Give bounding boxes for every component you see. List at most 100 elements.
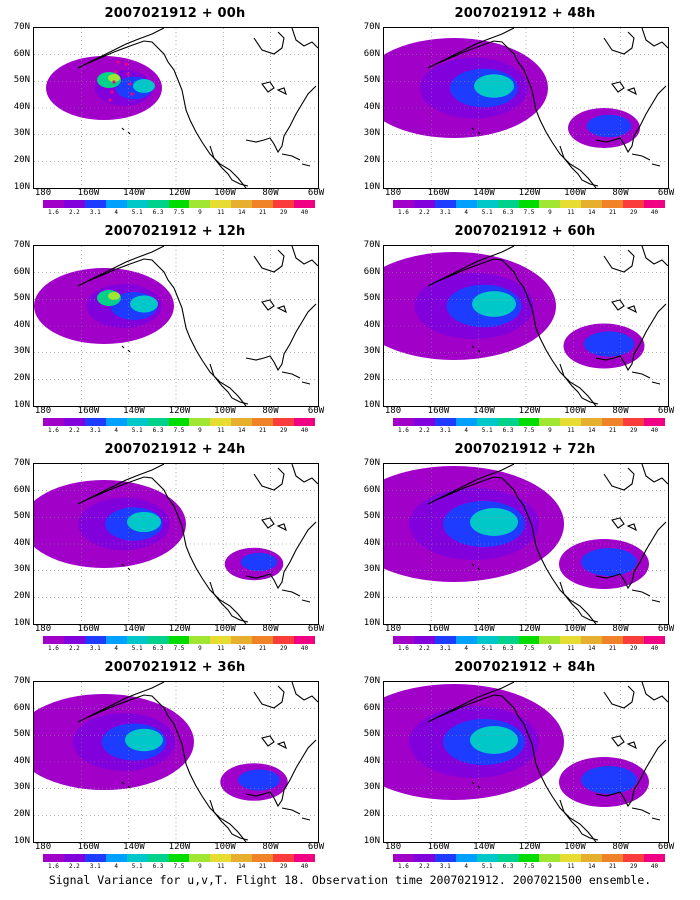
latitude-label: 20N (13, 809, 30, 819)
colorbar-label: 11 (567, 427, 575, 434)
colorbar-label: 6.3 (502, 427, 514, 434)
variance-contour (127, 511, 161, 533)
colorbar-swatch (231, 418, 253, 426)
colorbar-label: 2.2 (418, 863, 430, 870)
colorbar (43, 854, 315, 862)
coastline (477, 349, 481, 353)
colorbar-swatch (623, 854, 645, 862)
coastline (276, 741, 287, 750)
coastline (209, 799, 249, 841)
colorbar-label: 6.3 (152, 863, 164, 870)
map-svg (384, 246, 668, 406)
colorbar-swatch (518, 418, 540, 426)
coastline (651, 381, 661, 385)
coastline (301, 381, 311, 385)
colorbar-label: 4 (114, 645, 119, 652)
colorbar-label: 7.5 (523, 209, 535, 216)
colorbar-swatch (126, 854, 148, 862)
longitude-label: 160W (427, 406, 450, 416)
flight-track-point (130, 92, 134, 96)
colorbar-swatch (497, 418, 519, 426)
map-panel: 2007021912 + 00h 70N 60N 50N 40N 30N 20N 10N 180… (0, 0, 350, 218)
colorbar-swatch (581, 418, 603, 426)
latitude-label: 70N (13, 22, 30, 32)
map-panel: 2007021912 + 72h 70N 60N 50N 40N 30N 20N 10N 180… (350, 436, 700, 654)
coastline (471, 563, 475, 567)
coastline (77, 464, 247, 624)
colorbar-label: 6.3 (152, 645, 164, 652)
coastline (127, 131, 131, 135)
colorbar-label: 29 (279, 427, 288, 434)
colorbar-swatch (189, 854, 211, 862)
colorbar-label: 21 (609, 209, 617, 216)
map-panel: 2007021912 + 36h 70N 60N 50N 40N 30N 20N 10N 180… (0, 654, 350, 872)
colorbar-label: 40 (300, 427, 309, 434)
coastline (603, 467, 635, 491)
coastline (209, 581, 249, 623)
coastline (77, 682, 247, 842)
map-svg (384, 28, 668, 188)
colorbar-label: 9 (198, 863, 202, 870)
coastline (245, 85, 317, 154)
coastline (611, 735, 625, 747)
colorbar-swatch (105, 418, 127, 426)
latitude-label: 70N (363, 240, 380, 250)
coastline (291, 464, 318, 485)
coastline (595, 739, 667, 808)
longitude-label: 60W (307, 842, 325, 852)
latitude-label: 50N (363, 75, 380, 86)
colorbar-label: 6.3 (502, 209, 514, 216)
coastline (595, 85, 667, 154)
colorbar-label: 14 (588, 645, 596, 652)
colorbar-label: 7.5 (523, 863, 535, 870)
latitude-label: 40N (363, 319, 380, 330)
longitude-label: 80W (262, 188, 279, 198)
colorbar-swatch (210, 200, 232, 208)
colorbar-swatch (560, 418, 582, 426)
colorbar-swatch (455, 418, 477, 426)
flight-track-point (124, 62, 128, 66)
variance-contour (474, 74, 514, 98)
coastline (631, 589, 651, 597)
colorbar-label: 3.1 (89, 427, 101, 434)
latitude-label: 10N (13, 181, 30, 192)
colorbar-label: 6.3 (152, 209, 164, 216)
colorbar-swatch (168, 636, 190, 644)
colorbar-label: 14 (238, 427, 246, 434)
colorbar-label: 1.6 (48, 427, 59, 434)
longitude-label: 160W (427, 624, 450, 634)
map-area (383, 681, 669, 843)
flight-track-point (116, 60, 120, 64)
map-area (383, 463, 669, 625)
colorbar-label: 11 (217, 863, 225, 870)
flight-track-point (114, 70, 118, 74)
colorbar-swatch (147, 854, 169, 862)
colorbar-label: 14 (238, 863, 246, 870)
colorbar-label: 6.3 (152, 427, 164, 434)
latitude-label: 70N (363, 458, 380, 468)
colorbar-swatch (581, 200, 603, 208)
map-panel: 2007021912 + 12h 70N 60N 50N 40N 30N 20N 10N 180… (0, 218, 350, 436)
variance-contour (470, 726, 518, 754)
colorbar-label: 14 (588, 863, 596, 870)
colorbar-swatch (126, 200, 148, 208)
colorbar-label: 5.1 (131, 645, 143, 652)
coastline (427, 246, 597, 406)
colorbar-label: 29 (629, 427, 638, 434)
map-svg (384, 464, 668, 624)
colorbar-swatch (602, 200, 624, 208)
colorbar-label: 9 (198, 645, 202, 652)
coastline (626, 741, 637, 750)
colorbar-label: 7.5 (173, 427, 185, 434)
coastline (611, 517, 625, 529)
colorbar-label: 2.2 (418, 645, 430, 652)
colorbar-label: 14 (588, 427, 596, 434)
longitude-label: 60W (657, 842, 675, 852)
latitude-label: 50N (13, 729, 30, 740)
colorbar-label: 29 (279, 209, 288, 216)
coastline (281, 153, 301, 161)
coastline (603, 249, 635, 273)
colorbar-label: 21 (609, 863, 617, 870)
latitude-label: 70N (13, 458, 30, 468)
map-svg (34, 464, 318, 624)
